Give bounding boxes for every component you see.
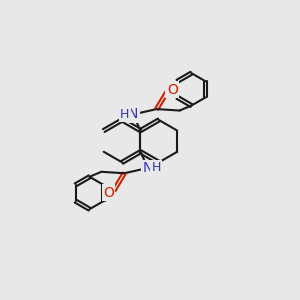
Text: O: O — [167, 82, 178, 97]
Text: H: H — [120, 108, 130, 121]
Text: O: O — [167, 82, 178, 97]
Text: H: H — [152, 161, 161, 175]
Text: N: N — [128, 107, 138, 122]
Text: N: N — [128, 107, 138, 122]
Text: O: O — [103, 186, 114, 200]
Text: H: H — [120, 108, 130, 121]
Text: N: N — [142, 161, 153, 175]
Text: H: H — [152, 161, 161, 175]
Text: O: O — [103, 186, 114, 200]
Text: N: N — [142, 161, 153, 175]
